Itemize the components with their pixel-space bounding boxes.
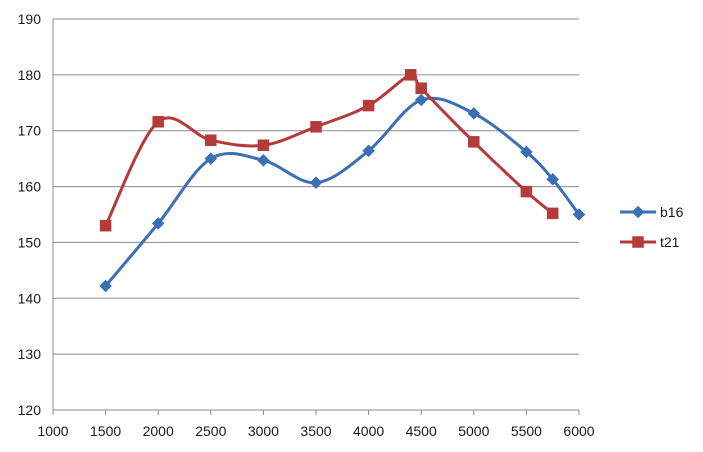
data-point-t21 — [257, 139, 270, 151]
series-b16 — [99, 93, 586, 293]
y-tick-label: 130 — [18, 346, 42, 362]
data-point-b16 — [362, 144, 375, 158]
x-tick-label: 1000 — [37, 423, 68, 439]
x-tick-label: 1500 — [90, 423, 121, 439]
y-tick-label: 160 — [18, 179, 42, 195]
series-group — [99, 69, 586, 293]
y-tick-label: 170 — [18, 123, 42, 139]
data-point-t21 — [404, 69, 417, 81]
data-point-t21 — [99, 219, 112, 232]
data-point-b16 — [546, 172, 560, 186]
x-tick-label: 2000 — [143, 423, 174, 439]
series-line-b16 — [104, 96, 581, 288]
data-point-t21 — [310, 121, 322, 133]
data-point-b16 — [151, 217, 165, 230]
data-point-b16 — [309, 176, 323, 190]
x-tick-label: 3000 — [248, 423, 279, 439]
y-tick-label: 150 — [18, 234, 42, 250]
legend-item-b16: b16 — [620, 204, 684, 220]
legend-marker — [632, 236, 644, 248]
legend: b16 t21 — [620, 204, 684, 250]
data-point-b16 — [414, 93, 428, 107]
x-tick-label: 3500 — [300, 423, 331, 439]
data-point-t21 — [362, 99, 375, 112]
x-tick-label: 5000 — [458, 423, 489, 439]
data-point-t21 — [520, 185, 533, 198]
y-tick-labels: 120 130 140 150 160 170 180 190 — [18, 11, 42, 418]
data-point-b16 — [467, 107, 481, 120]
data-point-b16 — [99, 279, 112, 293]
data-point-b16 — [520, 145, 533, 159]
data-point-b16 — [572, 208, 586, 221]
x-tick-label: 4000 — [353, 423, 384, 439]
legend-label: b16 — [660, 204, 684, 220]
series-t21 — [99, 69, 559, 232]
axes — [52, 19, 580, 415]
legend-marker — [631, 205, 645, 219]
x-tick-label: 5500 — [511, 423, 542, 439]
data-point-t21 — [468, 136, 480, 148]
data-point-b16 — [204, 152, 218, 165]
data-point-t21 — [546, 207, 559, 220]
y-tick-label: 140 — [18, 290, 42, 306]
data-point-t21 — [415, 82, 427, 95]
y-tick-label: 120 — [18, 402, 42, 418]
x-tick-label: 4500 — [406, 423, 437, 439]
legend-item-t21: t21 — [620, 234, 680, 250]
y-tick-label: 190 — [18, 11, 42, 27]
x-tick-label: 2500 — [195, 423, 226, 439]
x-tick-labels: 1000 1500 2000 2500 3000 3500 4000 4500 5000 5500… — [37, 423, 594, 439]
data-point-b16 — [257, 153, 270, 167]
legend-label: t21 — [660, 234, 680, 250]
y-tick-label: 180 — [18, 67, 42, 83]
x-tick-label: 6000 — [563, 423, 594, 439]
data-point-t21 — [152, 116, 164, 128]
data-point-t21 — [205, 134, 217, 146]
